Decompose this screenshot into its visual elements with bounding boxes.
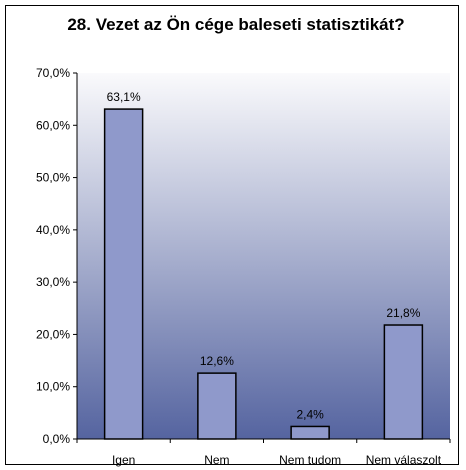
- y-tick-label: 40,0%: [36, 223, 70, 237]
- chart-title: 28. Vezet az Ön cége baleseti statisztik…: [67, 15, 405, 34]
- y-tick-label: 30,0%: [36, 275, 70, 289]
- y-tick-label: 0,0%: [43, 432, 71, 446]
- bar-4: [383, 324, 424, 440]
- data-label-1: 63,1%: [107, 90, 141, 104]
- data-label-2: 12,6%: [200, 354, 234, 368]
- y-tick-label: 10,0%: [36, 380, 70, 394]
- data-label-4: 21,8%: [386, 306, 420, 320]
- y-tick-label: 70,0%: [36, 66, 70, 80]
- bar-3: [290, 425, 330, 440]
- category-label-3: Nem tudom: [279, 453, 341, 467]
- bar-2: [197, 372, 237, 440]
- bar-1: [103, 108, 144, 440]
- x-axis: Igen Nem Nem tudom Nem válaszolt: [76, 438, 451, 467]
- category-label-4: Nem válaszolt: [366, 453, 442, 467]
- y-axis: 0,0% 10,0% 20,0% 30,0% 40,0% 50,0% 60,0% 70,0%: [36, 66, 78, 446]
- y-tick-label: 20,0%: [36, 327, 70, 341]
- y-tick-label: 60,0%: [36, 118, 70, 132]
- category-label-1: Igen: [112, 453, 135, 467]
- category-label-2: Nem: [204, 453, 229, 467]
- y-tick-label: 50,0%: [36, 171, 70, 185]
- data-label-3: 2,4%: [296, 407, 324, 421]
